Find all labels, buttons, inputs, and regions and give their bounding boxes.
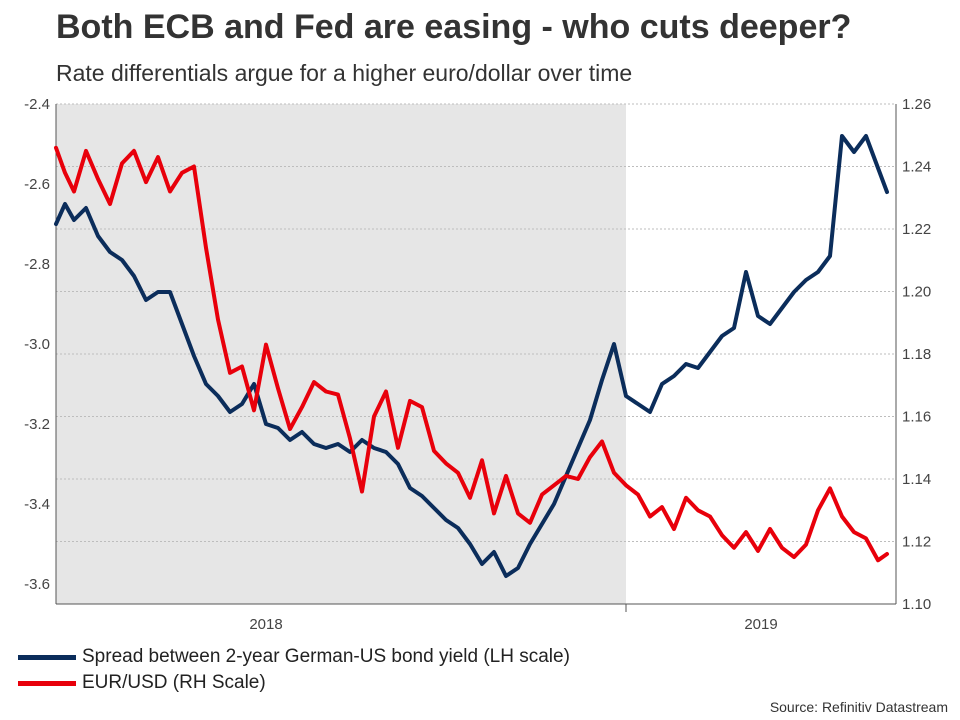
series-lines xyxy=(54,134,889,578)
x-tick-label-2019: 2019 xyxy=(744,616,777,633)
chart-subtitle: Rate differentials argue for a higher eu… xyxy=(56,60,633,86)
series-line-eurusd xyxy=(54,145,889,563)
y-left-tick-label: -2.4 xyxy=(24,96,50,113)
y-left-tick-label: -3.0 xyxy=(24,336,50,353)
y-right-tick-label: 1.14 xyxy=(902,471,931,488)
series-line-spread xyxy=(54,134,889,578)
legend-swatch-spread xyxy=(18,654,76,660)
y-right-tick-label: 1.16 xyxy=(902,409,931,426)
y-right-tick-label: 1.10 xyxy=(902,596,931,613)
legend-item-spread: Spread between 2-year German-US bond yie… xyxy=(18,646,570,668)
y-left-tick-label: -3.6 xyxy=(24,576,50,593)
y-left-tick-label: -3.2 xyxy=(24,416,50,433)
y-right-tick-label: 1.26 xyxy=(902,96,931,113)
y-left-tick-label: -2.8 xyxy=(24,256,50,273)
source-note: Source: Refinitiv Datastream xyxy=(769,699,948,715)
legend-item-eurusd: EUR/USD (RH Scale) xyxy=(18,672,266,694)
y-right-tick-label: 1.18 xyxy=(902,346,931,363)
y-right-tick-label: 1.20 xyxy=(902,284,931,301)
y-right-tick-label: 1.12 xyxy=(902,534,931,551)
legend-label-eurusd: EUR/USD (RH Scale) xyxy=(82,672,266,693)
tick-labels: -2.4 -2.6 -2.8 -3.0 -3.2 -3.4 -3.6 1.26 1.24 1.22… xyxy=(24,96,931,633)
legend-swatch-eurusd xyxy=(18,680,76,686)
legend-label-spread: Spread between 2-year German-US bond yie… xyxy=(82,646,570,667)
y-left-tick-label: -3.4 xyxy=(24,496,50,513)
chart-title: Both ECB and Fed are easing - who cuts d… xyxy=(56,8,852,46)
axes xyxy=(55,104,897,612)
y-right-tick-label: 1.22 xyxy=(902,221,931,238)
y-right-tick-label: 1.24 xyxy=(902,159,931,176)
y-left-tick-label: -2.6 xyxy=(24,176,50,193)
x-tick-label-2018: 2018 xyxy=(249,616,282,633)
